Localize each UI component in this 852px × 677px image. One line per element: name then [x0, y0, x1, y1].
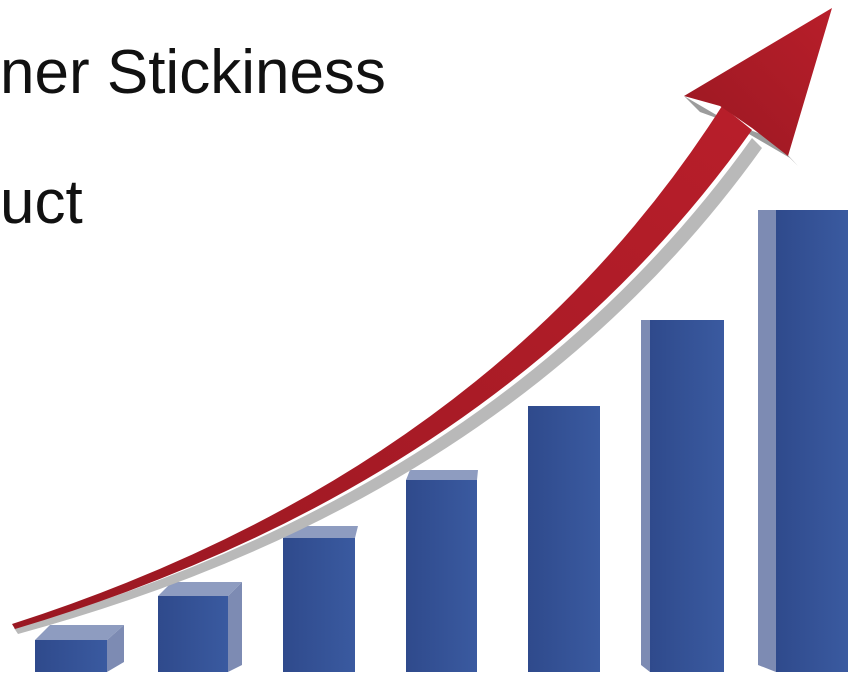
arrow — [12, 8, 832, 634]
slide-text: ner Stickiness — [0, 38, 386, 107]
bars — [35, 210, 848, 672]
slide-text: uct — [0, 168, 83, 237]
